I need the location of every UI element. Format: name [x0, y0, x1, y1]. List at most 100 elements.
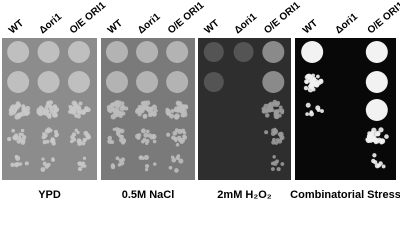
colony-dot	[374, 130, 381, 137]
colony-dot	[372, 153, 377, 158]
colony-dot	[51, 112, 58, 118]
colony-dot	[78, 101, 83, 106]
colony-dot	[24, 111, 29, 116]
colony-dot	[272, 155, 276, 159]
colony-dot	[142, 137, 147, 142]
colony-dot	[280, 162, 285, 166]
colony-dot	[110, 113, 117, 120]
colony-dot	[76, 130, 80, 135]
colony-dot	[378, 161, 383, 166]
colony-dot	[267, 102, 272, 108]
colony-dot	[115, 156, 120, 161]
colony-dot	[49, 138, 55, 144]
colony-dot	[304, 80, 309, 85]
colony-dot	[81, 111, 86, 115]
colony-dot	[303, 85, 309, 91]
colony-dot	[182, 134, 186, 138]
colony-dot	[381, 164, 386, 169]
colony-dot	[121, 104, 126, 109]
colony-spot	[105, 71, 128, 93]
colony-dot	[18, 132, 22, 136]
colony-dot	[77, 166, 83, 172]
colony-dot	[316, 80, 322, 86]
colony-dot	[118, 158, 122, 163]
colony-dot	[173, 114, 180, 120]
colony-dot	[272, 99, 278, 105]
colony-dot	[24, 161, 29, 166]
colony-dot	[17, 112, 22, 118]
colony-dot	[82, 156, 87, 160]
colony-dot	[138, 155, 143, 160]
colony-dot	[274, 141, 279, 145]
colony-dot	[263, 103, 269, 109]
colony-dot	[175, 143, 180, 147]
colony-dot	[264, 113, 270, 118]
colony-spot	[37, 41, 60, 63]
colony-dot	[83, 130, 89, 136]
colony-dot	[311, 87, 316, 92]
colony-dot	[44, 164, 49, 169]
colony-dot	[15, 162, 20, 167]
colony-spot	[7, 41, 30, 63]
colony-dot	[6, 136, 12, 142]
colony-dot	[48, 106, 54, 111]
colony-dot	[107, 135, 113, 141]
colony-dot	[369, 133, 375, 139]
colony-dot	[371, 127, 377, 133]
colony-dot	[270, 131, 276, 136]
colony-dot	[307, 86, 314, 93]
colony-dot	[171, 157, 177, 163]
colony-dot	[120, 101, 125, 106]
colony-spot	[136, 71, 159, 93]
colony-dot	[13, 108, 18, 113]
colony-spot	[233, 42, 254, 62]
panel-caption: 2mM H₂O₂	[217, 189, 272, 201]
colony-dot	[384, 134, 389, 139]
colony-dot	[84, 106, 89, 110]
colony-dot	[278, 131, 284, 137]
colony-dot	[45, 102, 51, 107]
colony-dot	[374, 163, 380, 169]
colony-dot	[180, 113, 185, 118]
colony-dot	[170, 108, 175, 114]
colony-spot	[262, 71, 285, 93]
colony-dot	[124, 106, 129, 111]
column-label: O/E ORI1	[68, 0, 109, 36]
colony-spot	[67, 71, 90, 93]
column-label: O/E ORI1	[166, 0, 207, 36]
colony-dot	[279, 108, 285, 113]
colony-dot	[110, 164, 116, 170]
colony-dot	[275, 138, 280, 142]
colony-dot	[151, 135, 156, 140]
colony-dot	[71, 132, 77, 137]
colony-dot	[320, 109, 324, 113]
column-label: Δori1	[333, 11, 360, 36]
colony-dot	[176, 108, 181, 113]
panel-caption: YPD	[38, 189, 61, 201]
colony-dot	[20, 128, 25, 133]
column-label: Δori1	[232, 11, 259, 36]
colony-dot	[270, 167, 275, 171]
colony-dot	[119, 128, 125, 134]
colony-dot	[143, 132, 149, 138]
colony-spot	[166, 41, 189, 63]
colony-spot	[365, 41, 388, 63]
colony-dot	[262, 108, 268, 114]
column-label: WT	[7, 18, 26, 36]
colony-dot	[69, 139, 74, 144]
colony-spot	[262, 41, 285, 63]
colony-dot	[83, 164, 87, 168]
colony-dot	[121, 111, 126, 116]
colony-dot	[112, 108, 117, 113]
colony-dot	[78, 161, 82, 165]
colony-dot	[86, 134, 92, 140]
colony-dot	[171, 135, 176, 140]
colony-dot	[272, 160, 278, 166]
colony-dot	[52, 104, 58, 109]
colony-dot	[37, 111, 43, 117]
colony-dot	[307, 74, 313, 80]
colony-dot	[83, 138, 87, 142]
colony-dot	[378, 127, 384, 133]
colony-dot	[153, 162, 157, 166]
colony-dot	[267, 107, 273, 113]
